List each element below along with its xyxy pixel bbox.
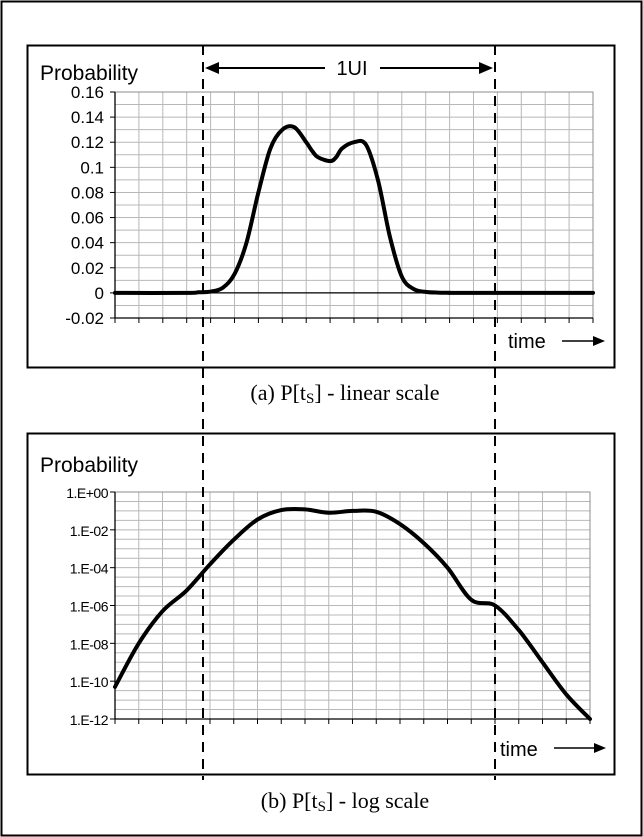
y-tick-label: 1.E-10 [70,674,109,690]
panel-a-time-arrow-head [593,336,605,346]
caption-a-sub: S [306,391,314,407]
ui-arrow-left-head [205,62,219,74]
series-line-0 [113,124,595,295]
y-tick-label: 1.E-06 [70,599,109,615]
y-tick-label: 1.E-12 [70,712,109,728]
panel-a-ylabel: Probability [40,62,139,85]
y-tick-label: -0.02 [65,309,104,328]
panel-a-xlabel: time [508,331,546,353]
panel-b-frame [26,432,616,776]
panel-b-xlabel: time [500,739,538,761]
series-line-0 [113,506,592,721]
y-tick-label: 1.E-02 [70,523,109,539]
plot-a: 0.16 0.14 0.12 0.1 0.08 0.06 0.04 0.02 0 -0.02 [65,83,595,328]
ui-indicator: 1UI [205,58,493,80]
y-tick-label: 0.14 [71,108,104,127]
caption-b: (b) P[tS] - log scale [261,788,429,815]
caption-b-prefix: (b) P[t [261,788,318,813]
y-tick-label: 1.E+00 [66,485,108,501]
y-tick-label: 0.16 [71,83,104,102]
y-tick-label: 0.04 [71,234,104,253]
caption-a: (a) P[tS] - linear scale [250,380,439,407]
y-tick-label: 0.02 [71,259,104,278]
y-tick-label: 0 [95,284,104,303]
caption-b-sub: S [318,799,326,815]
caption-a-suffix: ] - linear scale [314,380,439,405]
panel-b-time-arrow-head [594,743,606,753]
y-tick-label: 0.12 [71,133,104,152]
plot-b: 1.E+00 1.E-02 1.E-04 1.E-06 1.E-08 1.E-10 1.E-… [66,485,592,728]
y-tick-label: 1.E-08 [70,636,109,652]
panel-b-ylabel: Probability [40,454,139,477]
y-tick-label: 0.08 [71,183,104,202]
ui-label: 1UI [336,58,367,80]
y-tick-label: 0.06 [71,209,104,228]
caption-a-prefix: (a) P[t [250,380,306,405]
y-tick-label: 0.1 [80,158,104,177]
caption-b-suffix: ] - log scale [326,788,429,813]
panel-a-frame [26,44,616,369]
ui-arrow-right-head [479,62,493,74]
panel-b-time-axis-label: time [500,739,606,761]
panel-a-time-axis-label: time [508,331,605,353]
y-tick-label: 1.E-04 [70,561,109,577]
